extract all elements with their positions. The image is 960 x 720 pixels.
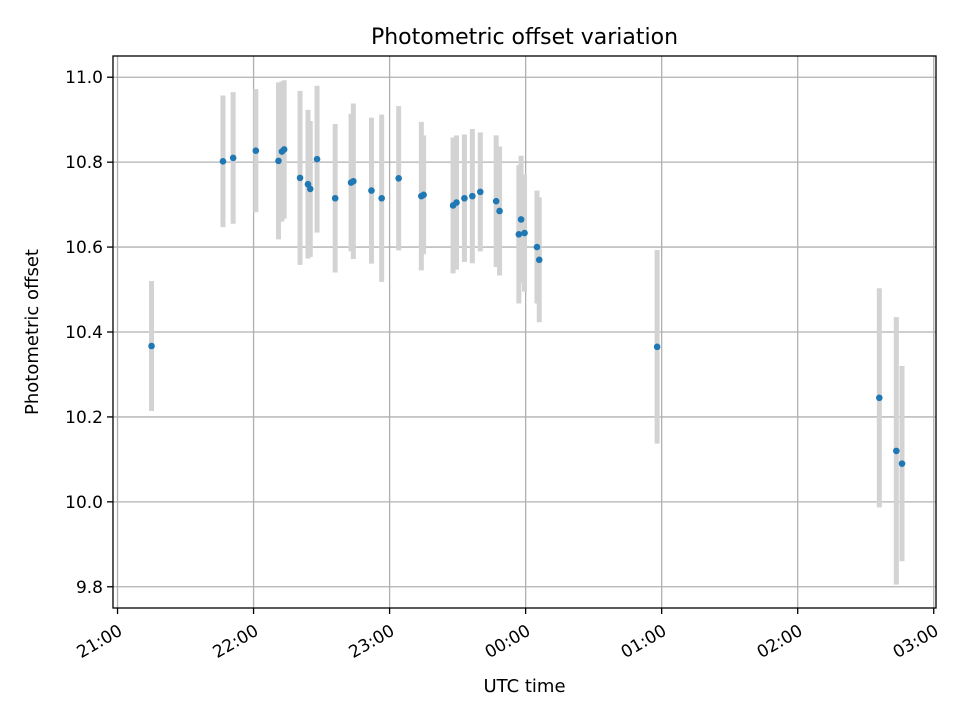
chart-title: Photometric offset variation — [371, 25, 678, 50]
data-point — [368, 187, 375, 194]
data-point — [275, 157, 282, 165]
data-point — [331, 194, 339, 202]
data-point — [378, 194, 385, 202]
data-point — [893, 447, 900, 455]
data-point — [492, 197, 500, 205]
data-point — [496, 207, 503, 215]
data-point — [653, 343, 661, 351]
data-point — [296, 174, 304, 182]
data-point — [252, 147, 260, 154]
y-axis-ticks: 9.8 10.0 10.2 10.4 10.6 10.8 11.0 — [65, 68, 113, 598]
data-point — [521, 229, 528, 237]
data-point — [535, 256, 543, 264]
data-point — [517, 216, 525, 223]
y-tick-label: 10.2 — [65, 408, 103, 428]
y-tick-label: 11.0 — [65, 68, 103, 88]
data-point — [876, 394, 883, 402]
data-point — [461, 194, 468, 202]
data-point — [148, 342, 155, 350]
data-point — [476, 188, 484, 196]
data-point — [306, 185, 314, 193]
data-points — [148, 146, 906, 467]
data-point — [453, 199, 460, 206]
y-tick-label: 9.8 — [76, 578, 103, 598]
data-point — [229, 154, 237, 162]
grid-lines — [113, 56, 936, 608]
data-point — [280, 146, 288, 153]
y-tick-label: 10.4 — [65, 323, 103, 343]
x-axis-label: UTC time — [483, 676, 565, 697]
y-axis-label: Photometric offset — [22, 249, 43, 415]
data-point — [420, 191, 427, 199]
data-point — [469, 192, 476, 200]
data-point — [313, 155, 321, 163]
data-point — [898, 460, 906, 467]
y-tick-label: 10.0 — [65, 493, 103, 513]
data-point — [533, 243, 541, 251]
data-point — [515, 231, 523, 238]
y-tick-label: 10.6 — [65, 238, 103, 258]
y-tick-label: 10.8 — [65, 153, 103, 173]
data-point — [395, 174, 402, 182]
data-point — [350, 177, 357, 185]
data-point — [219, 158, 227, 165]
